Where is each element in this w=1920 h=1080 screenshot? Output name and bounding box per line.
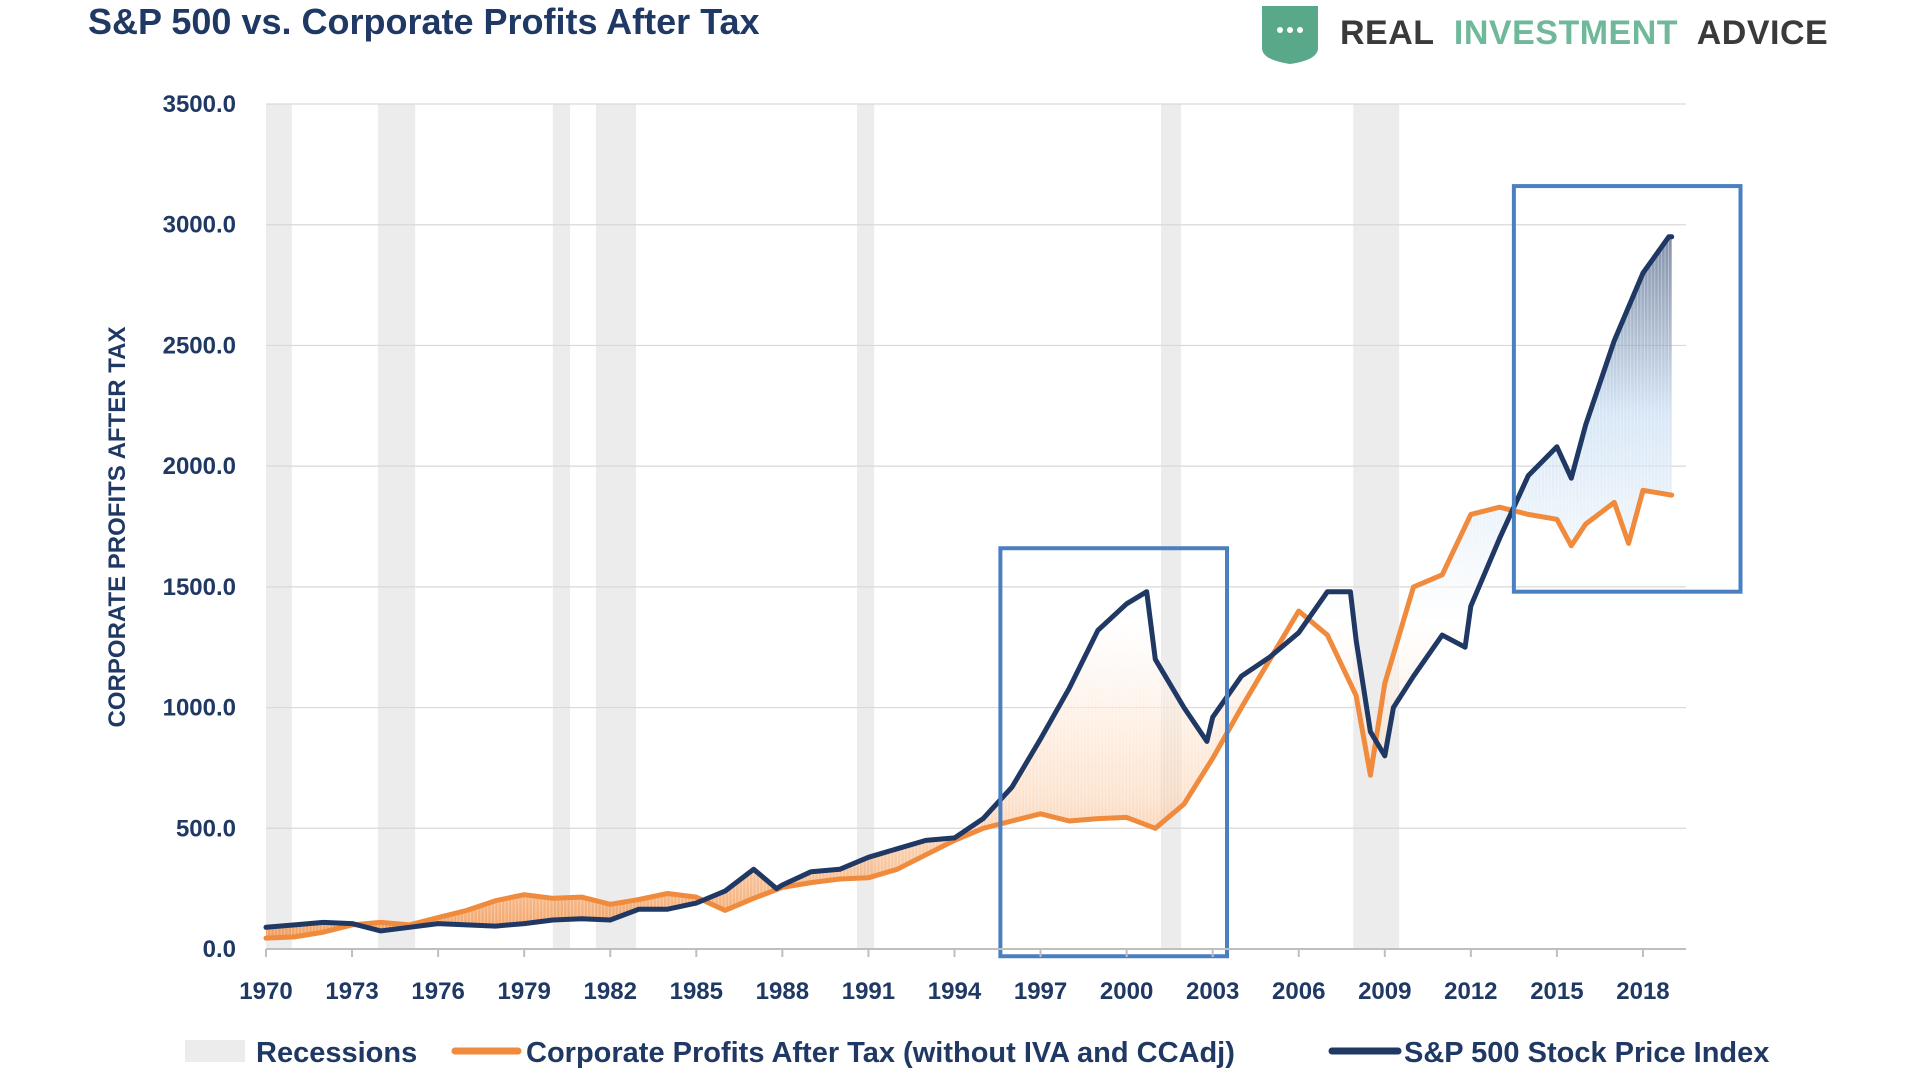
x-tick-label: 1979 [497,978,550,1005]
x-tick-label: 1988 [756,978,809,1005]
y-tick-label: 1500.0 [163,574,236,601]
axes: 0.0 500.0 1000.0 1500.0 2000.0 2500.0 3000.0 35… [163,91,1686,1005]
x-tick-label: 1985 [670,978,723,1005]
x-tick-label: 2018 [1616,978,1669,1005]
recession-band-2 [377,104,416,949]
legend-swatch-recessions [185,1040,245,1062]
legend-label-recessions: Recessions [256,1037,417,1069]
brand-investment: INVESTMENT [1454,14,1678,52]
recession-band-5 [856,104,875,949]
recession-band-4 [595,104,637,949]
recession-band-1 [266,104,292,949]
x-tick-label: 2006 [1272,978,1325,1005]
y-tick-label: 1000.0 [163,695,236,722]
highlight-box-1 [998,546,1230,959]
legend: Recessions Corporate Profits After Tax (w… [185,1037,1769,1069]
recession-bands [266,104,1400,949]
y-tick-label: 0.0 [203,936,236,963]
brand-advice: ADVICE [1697,14,1828,52]
x-tick-label: 2015 [1530,978,1583,1005]
y-tick-label: 3500.0 [163,91,236,118]
y-tick-label: 500.0 [176,815,236,842]
recession-band-7 [1353,104,1400,949]
x-tick-label: 1997 [1014,978,1067,1005]
y-tick-label: 3000.0 [163,212,236,239]
legend-label-sp500: S&P 500 Stock Price Index [1404,1037,1769,1069]
x-tick-label: 2000 [1100,978,1153,1005]
shield-chat-icon [1262,6,1318,64]
x-tick-label: 2009 [1358,978,1411,1005]
x-tick-label: 1976 [411,978,464,1005]
chart-title: S&P 500 vs. Corporate Profits After Tax [88,1,760,42]
profits-line [263,487,1675,941]
x-tick-label: 1991 [842,978,895,1005]
brand-real: REAL [1340,14,1434,52]
svg-text:REAL INVESTMENT AD: REAL INVESTMENT ADVICE [1340,14,1828,52]
series-lines [263,234,1675,941]
highlight-box-2 [1511,184,1743,594]
x-tick-label: 2003 [1186,978,1239,1005]
recession-band-3 [552,104,571,949]
x-tick-label: 1982 [584,978,637,1005]
x-tick-label: 1973 [325,978,378,1005]
sp500-line [263,234,1675,934]
y-tick-label: 2500.0 [163,332,236,359]
y-axis-title: CORPORATE PROFITS AFTER TAX [104,327,131,728]
x-tick-label: 2012 [1444,978,1497,1005]
legend-label-profits: Corporate Profits After Tax (without IVA… [526,1037,1235,1069]
x-tick-label: 1994 [928,978,982,1005]
x-tick-label: 1970 [239,978,292,1005]
y-tick-label: 2000.0 [163,453,236,480]
highlight-boxes [998,184,1743,959]
brand-logo: REAL INVESTMENT ADVICE [1262,6,1828,64]
